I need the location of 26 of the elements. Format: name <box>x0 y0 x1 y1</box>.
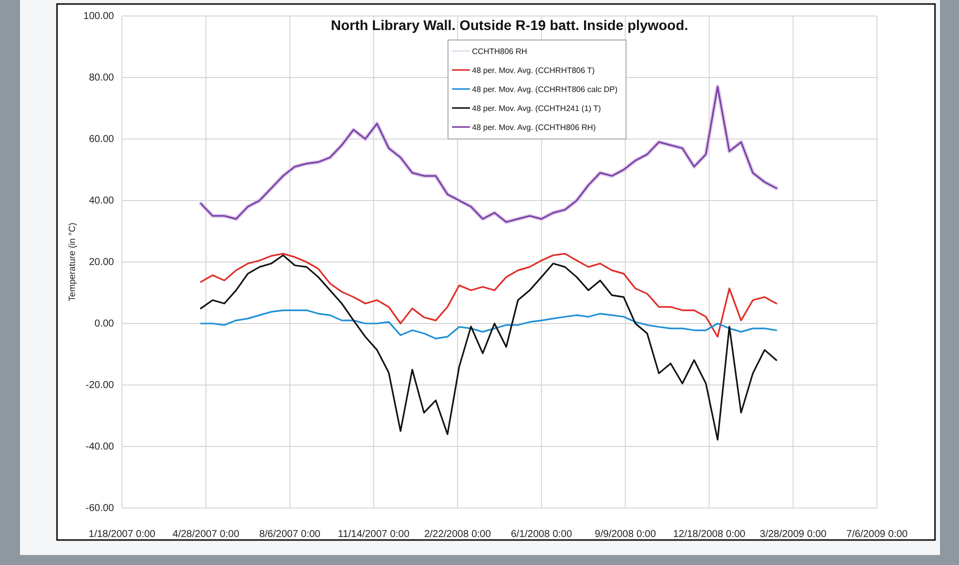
legend-label: CCHTH806 RH <box>472 47 528 56</box>
x-tick-label: 9/9/2008 0:00 <box>594 529 656 540</box>
y-tick-label: 40.00 <box>88 196 114 207</box>
legend-label: 48 per. Mov. Avg. (CCHRHT806 T) <box>472 66 596 75</box>
y-tick-label: 60.00 <box>88 134 114 146</box>
x-tick-label: 11/14/2007 0:00 <box>338 529 410 540</box>
x-tick-label: 12/18/2008 0:00 <box>673 529 746 540</box>
x-tick-label: 2/22/2008 0:00 <box>424 529 492 540</box>
y-tick-label: -40.00 <box>86 442 114 453</box>
chart-title: North Library Wall. Outside R-19 batt. Inside plywood. <box>330 17 688 33</box>
y-tick-label: 0.00 <box>94 318 114 330</box>
legend-label: 48 per. Mov. Avg. (CCHTH806 RH) <box>472 123 596 132</box>
x-tick-label: 8/6/2007 0:00 <box>259 529 321 540</box>
y-tick-label: -60.00 <box>86 503 114 514</box>
legend-label: 48 per. Mov. Avg. (CCHRHT806 calc DP) <box>472 85 618 94</box>
x-tick-label: 6/1/2008 0:00 <box>510 529 572 540</box>
y-tick-label: 20.00 <box>88 257 114 268</box>
x-tick-label: 3/28/2009 0:00 <box>760 529 827 540</box>
x-tick-label: 4/28/2007 0:00 <box>172 529 240 540</box>
y-tick-label: 80.00 <box>88 72 114 84</box>
y-tick-label: -20.00 <box>86 380 114 392</box>
y-tick-label: 100.00 <box>83 11 114 22</box>
x-tick-label: 7/6/2009 0:00 <box>846 529 908 540</box>
legend-label: 48 per. Mov. Avg. (CCHTH241 (1) T) <box>472 104 602 113</box>
y-axis-title: Temperature (in °C) <box>67 222 77 302</box>
x-tick-label: 1/18/2007 0:00 <box>88 529 156 540</box>
